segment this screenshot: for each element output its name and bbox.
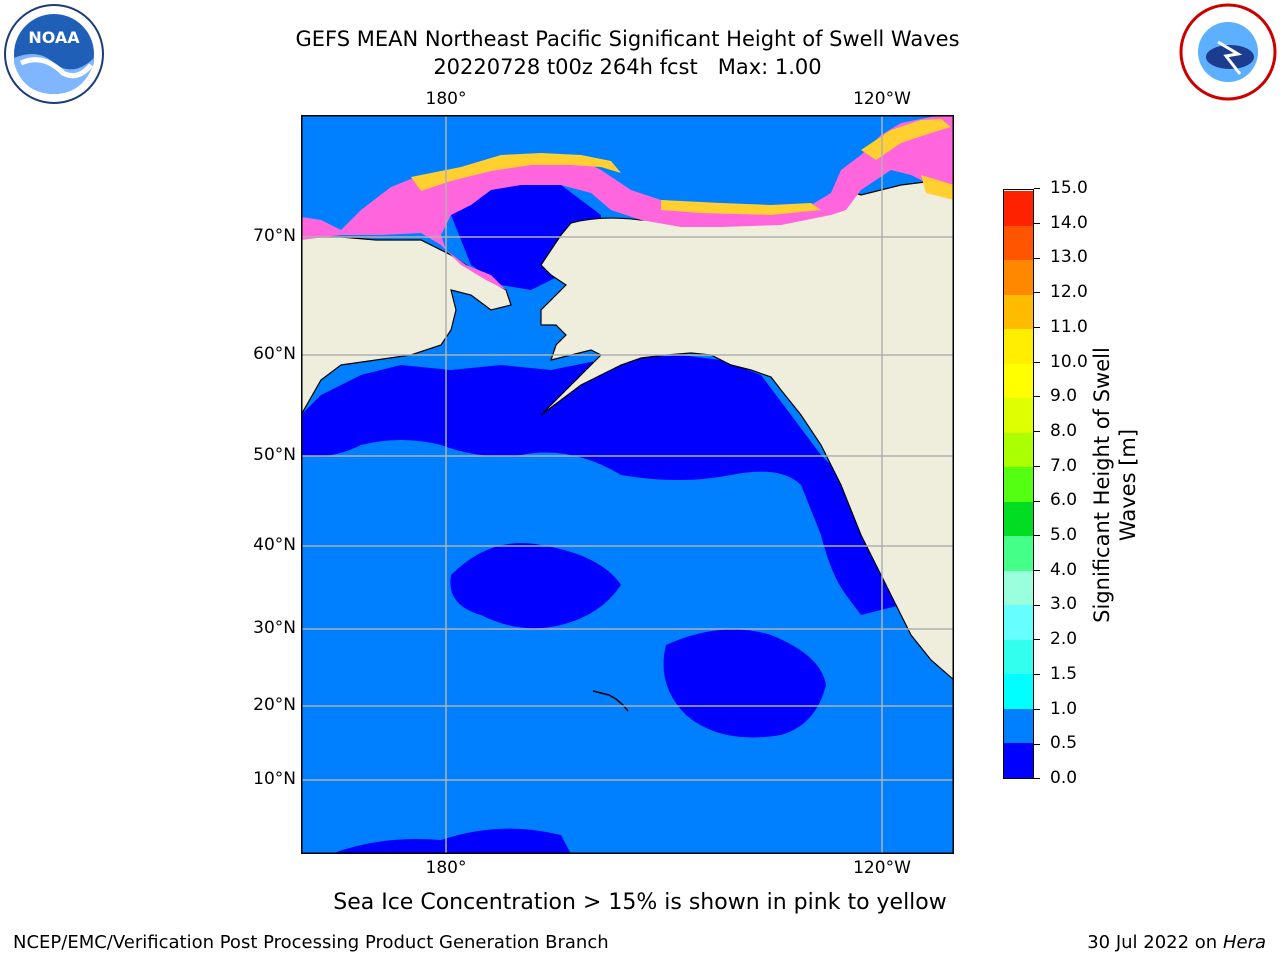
colorbar-segment: [1004, 673, 1033, 709]
colorbar-tick-label: 2.0: [1050, 629, 1078, 650]
footer-machine: Hera: [1222, 932, 1266, 953]
svg-text:NOAA: NOAA: [28, 28, 80, 47]
colorbar-tick-label: 9.0: [1050, 386, 1078, 407]
colorbar-tick: [1034, 327, 1040, 329]
colorbar-tick-label: 7.0: [1050, 455, 1078, 476]
siberia-land: [301, 236, 512, 417]
colorbar-tick: [1034, 222, 1040, 224]
noaa-logo-icon: NOAA: [3, 3, 105, 105]
colorbar-tick: [1034, 743, 1040, 745]
colorbar-segment: [1004, 466, 1033, 502]
colorbar-segment: [1004, 432, 1033, 468]
colorbar-tick-labels: 0.0 0.5 1.0 1.5 2.0 3.0 4.0 5.0 6.0 7.0 8.0 9.0 10.0…: [1034, 178, 1094, 788]
colorbar-tick: [1034, 396, 1040, 398]
national-weather-service-logo-icon: [1178, 2, 1278, 102]
colorbar-tick-label: 8.0: [1050, 420, 1078, 441]
footer-branch: NCEP/EMC/Verification Post Processing Pr…: [13, 932, 609, 953]
lat-label-50n: 50°N: [253, 445, 296, 465]
colorbar-tick: [1034, 361, 1040, 363]
colorbar-segment: [1004, 501, 1033, 537]
colorbar-segment: [1004, 363, 1033, 399]
colorbar-segment: [1004, 535, 1033, 571]
colorbar-tick-label: 1.5: [1050, 663, 1078, 684]
colorbar-tick: [1034, 570, 1040, 571]
colorbar-tick: [1034, 292, 1040, 294]
colorbar-tick-label: 3.0: [1050, 594, 1078, 615]
colorbar-tick: [1034, 604, 1040, 606]
lon-label-top-120w: 120°W: [853, 89, 911, 109]
map-plot-area: [301, 115, 954, 854]
colorbar-tick: [1034, 708, 1040, 710]
colorbar-tick-label: 14.0: [1050, 212, 1088, 233]
mid-pacific-low-swell-patch: [450, 543, 621, 629]
colorbar-tick: [1034, 188, 1040, 190]
colorbar-segment: [1004, 708, 1033, 744]
colorbar-tick-label: 6.0: [1050, 490, 1078, 511]
colorbar-segment: [1004, 225, 1033, 261]
colorbar-tick: [1034, 500, 1040, 502]
colorbar-segment: [1004, 570, 1033, 606]
colorbar-segment: [1004, 397, 1033, 433]
colorbar-segment: [1004, 259, 1033, 295]
sea-ice-yellow-edge: [411, 119, 954, 215]
colorbar-tick-label: 11.0: [1050, 316, 1088, 337]
colorbar-tick: [1034, 778, 1040, 780]
colorbar-tick-label: 15.0: [1050, 178, 1088, 198]
colorbar-tick: [1034, 257, 1040, 259]
colorbar-tick-label: 10.0: [1050, 351, 1088, 372]
lon-label-top-180: 180°: [425, 89, 467, 109]
lat-label-20n: 20°N: [253, 695, 296, 715]
colorbar-segment: [1004, 294, 1033, 330]
alaska-land: [540, 174, 954, 681]
colorbar-segment: [1004, 190, 1033, 226]
colorbar-segment: [1004, 742, 1033, 778]
colorbar-segment: [1004, 604, 1033, 640]
colorbar-tick: [1034, 431, 1040, 433]
lon-label-bottom-180: 180°: [425, 858, 467, 878]
colorbar-tick: [1034, 535, 1040, 537]
lat-label-70n: 70°N: [253, 226, 296, 246]
chart-title: GEFS MEAN Northeast Pacific Significant …: [295, 27, 960, 51]
chart-subtitle: 20220728 t00z 264h fcst Max: 1.00: [433, 55, 822, 79]
arctic-sea-ice-band: [301, 115, 954, 290]
colorbar: [1003, 189, 1034, 779]
lon-label-bottom-120w: 120°W: [853, 858, 911, 878]
subtropical-low-swell-patch: [663, 629, 826, 738]
colorbar-tick: [1034, 674, 1040, 676]
colorbar-label: Significant Height of Swell Waves [m]: [1090, 347, 1140, 623]
north-pacific-low-swell-region: [301, 355, 921, 615]
colorbar-tick: [1034, 639, 1040, 641]
lat-label-30n: 30°N: [253, 618, 296, 638]
colorbar-segment: [1004, 639, 1033, 675]
lat-label-40n: 40°N: [253, 535, 296, 555]
graticule: [301, 115, 954, 854]
colorbar-tick-label: 13.0: [1050, 247, 1088, 268]
colorbar-tick-label: 0.5: [1050, 733, 1078, 754]
map-frame: [301, 115, 954, 854]
footer-date: 30 Jul 2022 on Hera: [1087, 932, 1266, 953]
sea-ice-note: Sea Ice Concentration > 15% is shown in …: [333, 890, 947, 915]
colorbar-tick-label: 5.0: [1050, 525, 1078, 546]
colorbar-tick-label: 1.0: [1050, 698, 1078, 719]
colorbar-tick: [1034, 465, 1040, 467]
colorbar-tick-label: 12.0: [1050, 282, 1088, 303]
lat-label-60n: 60°N: [253, 344, 296, 364]
colorbar-tick-label: 0.0: [1050, 768, 1078, 788]
lat-label-10n: 10°N: [253, 769, 296, 789]
equatorial-low-swell-strip: [331, 828, 571, 854]
colorbar-segment: [1004, 328, 1033, 364]
colorbar-tick-label: 4.0: [1050, 559, 1078, 580]
